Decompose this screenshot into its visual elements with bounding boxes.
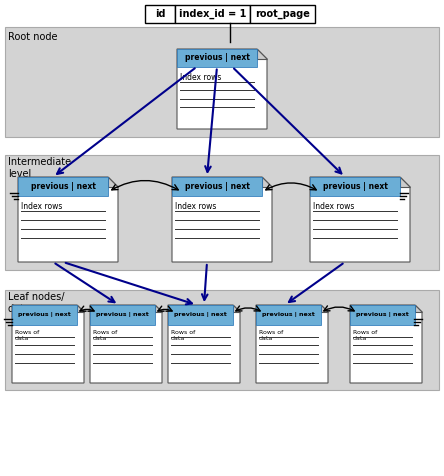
Polygon shape xyxy=(415,305,422,312)
Polygon shape xyxy=(168,305,240,383)
Text: Rows of
data: Rows of data xyxy=(353,330,377,341)
Polygon shape xyxy=(310,177,410,262)
Text: Index rows: Index rows xyxy=(313,202,354,211)
Polygon shape xyxy=(90,305,155,325)
FancyBboxPatch shape xyxy=(175,5,250,23)
Text: Root node: Root node xyxy=(8,32,58,42)
Text: previous | next: previous | next xyxy=(96,312,149,317)
Polygon shape xyxy=(18,177,118,262)
Polygon shape xyxy=(172,177,262,196)
Polygon shape xyxy=(321,305,328,312)
FancyBboxPatch shape xyxy=(145,5,175,23)
FancyBboxPatch shape xyxy=(5,155,439,270)
Polygon shape xyxy=(18,177,108,196)
Polygon shape xyxy=(155,305,162,312)
Polygon shape xyxy=(177,49,257,67)
Text: root_page: root_page xyxy=(255,9,310,19)
Polygon shape xyxy=(168,305,233,325)
FancyBboxPatch shape xyxy=(5,27,439,137)
Polygon shape xyxy=(233,305,240,312)
Text: Intermediate
level: Intermediate level xyxy=(8,157,71,178)
Polygon shape xyxy=(262,177,272,187)
Polygon shape xyxy=(12,305,84,383)
Text: previous | next: previous | next xyxy=(174,312,227,317)
Polygon shape xyxy=(350,305,415,325)
Polygon shape xyxy=(172,177,272,262)
Polygon shape xyxy=(108,177,118,187)
Text: previous | next: previous | next xyxy=(185,53,250,62)
Text: Rows of
data: Rows of data xyxy=(93,330,117,341)
Text: previous | next: previous | next xyxy=(356,312,409,317)
Text: previous | next: previous | next xyxy=(262,312,315,317)
Text: previous | next: previous | next xyxy=(185,182,250,191)
Text: index_id = 1: index_id = 1 xyxy=(179,9,246,19)
Polygon shape xyxy=(256,305,321,325)
FancyBboxPatch shape xyxy=(5,290,439,390)
FancyBboxPatch shape xyxy=(250,5,315,23)
Text: Rows of
data: Rows of data xyxy=(15,330,39,341)
Polygon shape xyxy=(90,305,162,383)
Polygon shape xyxy=(400,177,410,187)
Text: Rows of
data: Rows of data xyxy=(259,330,283,341)
Text: Rows of
data: Rows of data xyxy=(171,330,195,341)
Text: Leaf nodes/
data pages: Leaf nodes/ data pages xyxy=(8,292,64,314)
Text: id: id xyxy=(155,9,165,19)
Polygon shape xyxy=(257,49,267,59)
Polygon shape xyxy=(256,305,328,383)
Text: Index rows: Index rows xyxy=(21,202,62,211)
Text: previous | next: previous | next xyxy=(31,182,95,191)
Text: Index rows: Index rows xyxy=(175,202,216,211)
Polygon shape xyxy=(12,305,77,325)
Text: previous | next: previous | next xyxy=(322,182,388,191)
Polygon shape xyxy=(77,305,84,312)
Polygon shape xyxy=(350,305,422,383)
Polygon shape xyxy=(177,49,267,129)
Text: previous | next: previous | next xyxy=(18,312,71,317)
Polygon shape xyxy=(310,177,400,196)
Text: Index rows: Index rows xyxy=(180,73,222,81)
